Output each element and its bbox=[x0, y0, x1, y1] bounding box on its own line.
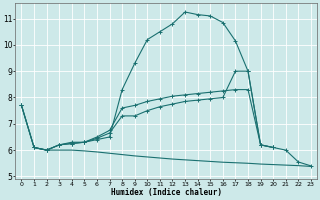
X-axis label: Humidex (Indice chaleur): Humidex (Indice chaleur) bbox=[111, 188, 222, 197]
